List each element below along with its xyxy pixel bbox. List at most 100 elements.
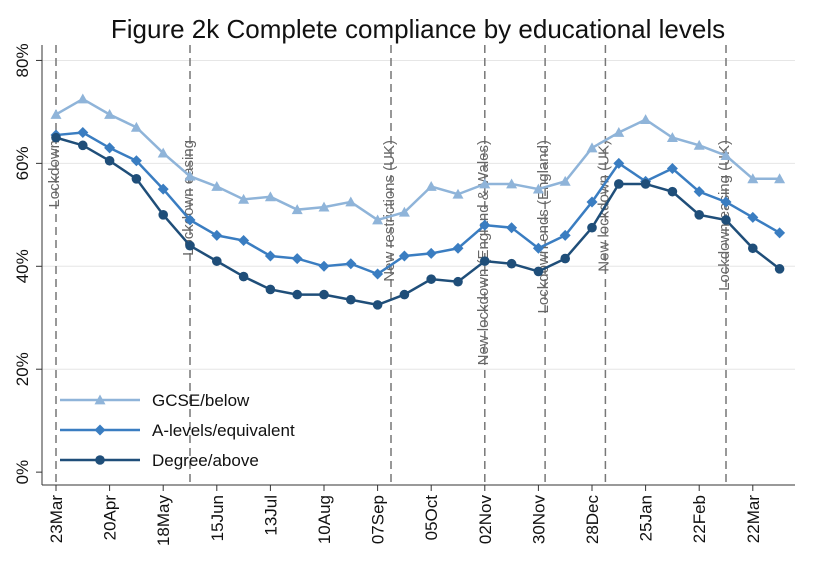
point: [452, 242, 464, 254]
point: [586, 142, 598, 153]
y-tick-label: 40%: [13, 249, 32, 283]
point: [265, 284, 276, 295]
point: [318, 201, 330, 212]
point: [480, 256, 490, 266]
point: [345, 258, 357, 270]
point: [506, 178, 518, 189]
point: [104, 142, 116, 154]
point: [131, 174, 142, 184]
x-tick-label: 10Aug: [315, 495, 334, 544]
point: [238, 271, 249, 282]
point: [51, 132, 61, 143]
point: [130, 121, 142, 132]
point: [50, 108, 62, 119]
y-tick-label: 0%: [13, 460, 32, 485]
point: [774, 264, 785, 274]
x-tick-label: 22Mar: [744, 495, 763, 544]
series-line: [55, 136, 781, 307]
point: [693, 139, 705, 150]
point: [666, 163, 678, 175]
legend-label: GCSE/below: [152, 391, 250, 410]
point: [532, 183, 544, 194]
legend-marker: [94, 424, 106, 436]
point: [774, 173, 786, 184]
point: [372, 268, 384, 280]
point: [774, 227, 786, 239]
point: [694, 210, 704, 220]
point: [372, 300, 383, 310]
point: [211, 181, 223, 191]
point: [130, 155, 142, 167]
point: [613, 157, 625, 169]
point: [318, 260, 330, 272]
point: [264, 191, 276, 202]
point: [721, 215, 731, 225]
point: [640, 114, 652, 125]
point: [747, 211, 759, 223]
point: [560, 253, 570, 264]
point: [479, 178, 491, 189]
event-label: Lockdown ends (England): [535, 140, 552, 313]
point: [185, 240, 195, 251]
point: [640, 179, 651, 189]
point: [747, 173, 759, 184]
x-tick-label: 02Nov: [476, 495, 495, 545]
point: [291, 253, 303, 265]
point: [264, 250, 276, 262]
legend-label: A-levels/equivalent: [152, 421, 295, 440]
y-tick-label: 60%: [13, 146, 32, 180]
point: [212, 256, 222, 266]
point: [77, 93, 89, 104]
point: [426, 274, 437, 284]
x-tick-label: 15Jun: [208, 495, 227, 541]
point: [425, 181, 437, 191]
point: [238, 193, 250, 204]
point: [506, 258, 517, 269]
point: [238, 235, 250, 247]
point: [291, 204, 303, 215]
legend-marker: [94, 394, 106, 405]
event-label: Lockdown easing: [180, 140, 197, 256]
point: [77, 126, 89, 138]
point: [346, 294, 356, 305]
y-tick-label: 20%: [13, 352, 32, 386]
point: [452, 188, 464, 199]
x-tick-label: 05Oct: [422, 495, 441, 541]
point: [211, 229, 223, 241]
point: [533, 266, 544, 277]
point: [587, 222, 597, 233]
series-line: [55, 131, 781, 276]
event-label: New lockdown (England & Wales): [475, 140, 492, 365]
x-tick-label: 18May: [154, 495, 173, 547]
point: [532, 242, 544, 254]
point: [104, 155, 115, 166]
legend-label: Degree/above: [152, 451, 259, 470]
event-label: Lockdown: [46, 140, 63, 208]
x-tick-label: 13Jul: [261, 495, 280, 536]
point: [720, 150, 732, 161]
x-tick-label: 22Feb: [690, 495, 709, 543]
series-line: [55, 97, 780, 222]
point: [319, 289, 329, 300]
event-label: New lockdown (UK): [595, 140, 612, 272]
point: [104, 108, 116, 119]
point: [453, 276, 463, 287]
point: [157, 183, 169, 195]
x-tick-label: 23Mar: [47, 495, 66, 544]
point: [720, 196, 732, 208]
legend-marker: [95, 455, 105, 465]
point: [372, 214, 384, 225]
point: [693, 186, 705, 198]
event-label: New restrictions (UK): [381, 140, 398, 282]
point: [78, 140, 88, 151]
point: [292, 289, 303, 300]
x-tick-label: 20Apr: [101, 495, 120, 541]
point: [184, 170, 196, 181]
point: [398, 206, 410, 217]
point: [559, 175, 571, 186]
point: [345, 196, 357, 207]
x-tick-label: 07Sep: [369, 495, 388, 544]
x-tick-label: 28Dec: [583, 495, 602, 545]
point: [398, 250, 410, 262]
